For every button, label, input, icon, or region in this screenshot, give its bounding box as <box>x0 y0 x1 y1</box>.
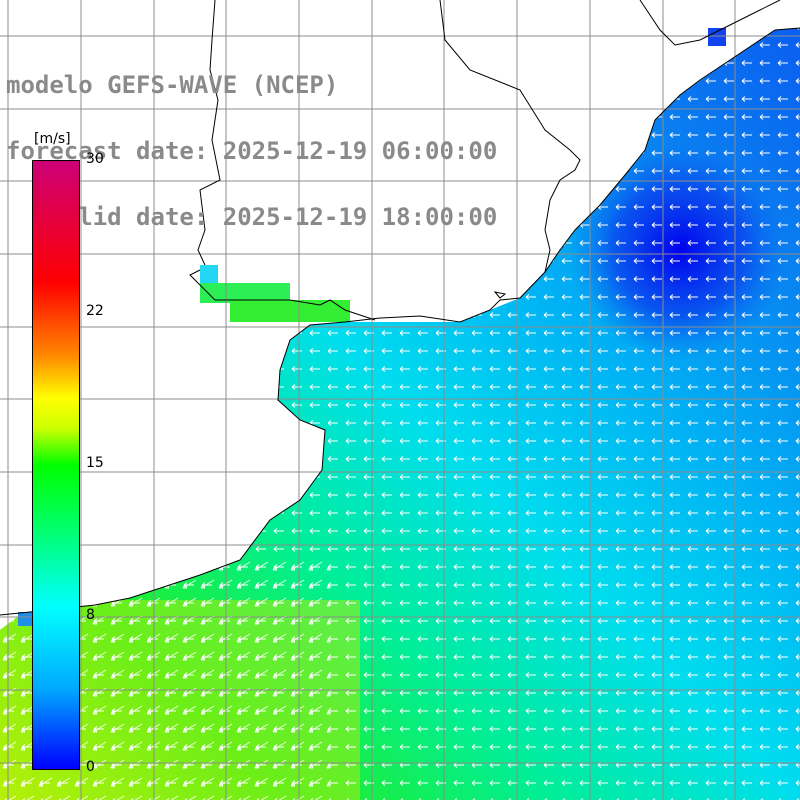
colorbar: [m/s] 30 22 15 8 0 <box>0 125 120 775</box>
colorbar-gradient <box>32 160 80 770</box>
coastline <box>0 0 800 616</box>
colorbar-tick-15: 15 <box>86 455 104 471</box>
colorbar-tick-22: 22 <box>86 303 104 319</box>
colorbar-tick-0: 0 <box>86 759 95 775</box>
colorbar-unit: [m/s] <box>34 131 71 147</box>
title-valid-date: valid date: 2025-12-19 18:00:00 <box>6 203 498 231</box>
colorbar-tick-30: 30 <box>86 151 104 167</box>
map-title: modelo GEFS-WAVE (NCEP) forecast date: 2… <box>6 30 497 250</box>
title-model: modelo GEFS-WAVE (NCEP) <box>6 71 339 99</box>
title-forecast-date: forecast date: 2025-12-19 06:00:00 <box>6 137 498 165</box>
colorbar-tick-8: 8 <box>86 607 95 623</box>
